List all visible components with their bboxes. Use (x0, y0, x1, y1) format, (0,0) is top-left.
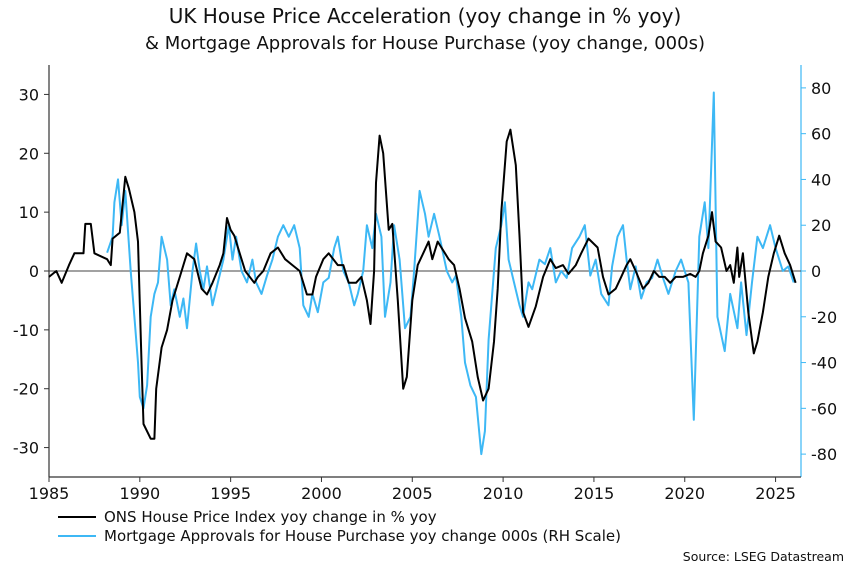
x-tick-label: 2025 (755, 484, 796, 503)
chart-subtitle: & Mortgage Approvals for House Purchase … (145, 33, 705, 54)
legend-swatch-black (58, 516, 96, 518)
right-tick-label: 80 (811, 79, 831, 98)
left-tick-label: -30 (13, 439, 39, 458)
left-tick-label: 10 (19, 203, 39, 222)
legend-item-house-price: ONS House Price Index yoy change in % yo… (58, 508, 437, 526)
left-tick-label: 0 (29, 262, 39, 281)
x-tick-label: 2015 (574, 484, 615, 503)
right-tick-label: 40 (811, 170, 831, 189)
x-tick-label: 2010 (483, 484, 524, 503)
legend-swatch-blue (58, 535, 96, 537)
x-tick-label: 1990 (119, 484, 160, 503)
right-tick-label: -40 (811, 354, 837, 373)
right-tick-label: -60 (811, 399, 837, 418)
x-tick-label: 2000 (301, 484, 342, 503)
x-tick-label: 1995 (210, 484, 251, 503)
right-tick-label: 20 (811, 216, 831, 235)
right-tick-label: 0 (811, 262, 821, 281)
left-tick-label: -20 (13, 380, 39, 399)
legend-item-mortgage-approvals: Mortgage Approvals for House Purchase yo… (58, 527, 621, 545)
right-tick-label: 60 (811, 125, 831, 144)
chart-title: UK House Price Acceleration (yoy change … (168, 4, 682, 28)
legend-label: ONS House Price Index yoy change in % yo… (104, 508, 437, 526)
legend-label: Mortgage Approvals for House Purchase yo… (104, 527, 622, 545)
left-tick-label: 30 (19, 85, 39, 104)
right-tick-label: -80 (811, 445, 837, 464)
x-tick-label: 2020 (664, 484, 705, 503)
left-tick-label: -10 (13, 321, 39, 340)
x-tick-label: 2005 (392, 484, 433, 503)
series-line-house-price (48, 128, 797, 440)
right-tick-label: -20 (811, 308, 837, 327)
left-tick-label: 20 (19, 144, 39, 163)
x-tick-label: 1985 (29, 484, 70, 503)
series-line-mortgage-approvals (106, 91, 795, 456)
source-note: Source: LSEG Datastream (682, 549, 844, 564)
